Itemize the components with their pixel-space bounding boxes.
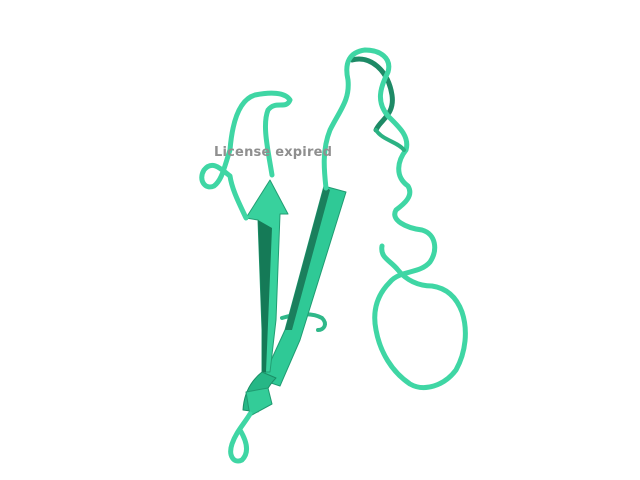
loop-upper-left: [199, 90, 293, 221]
beta-strand-left-shadow: [258, 220, 272, 372]
loop-bottom-tail: [228, 411, 253, 464]
license-watermark: License expired: [214, 145, 333, 160]
loop-right-shadow: [374, 128, 406, 152]
loop-back-strand: [349, 56, 395, 133]
loop-top-connector: [321, 47, 468, 390]
protein-structure: [199, 47, 468, 464]
beta-strand-right-side: [285, 186, 330, 330]
beta-strand-lower-twist-2: [245, 387, 273, 417]
